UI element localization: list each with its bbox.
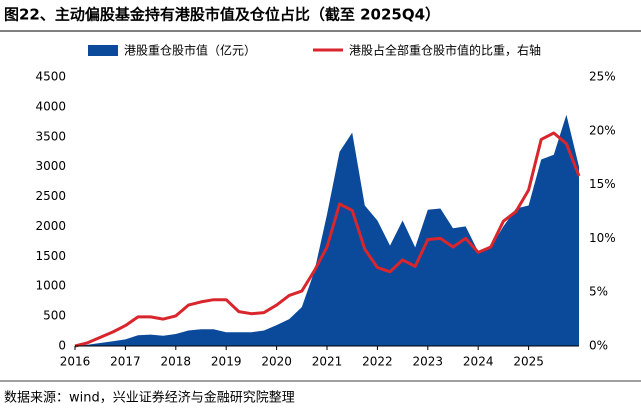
x-tick-label: 2017	[110, 355, 141, 369]
y2-tick-label: 5%	[589, 285, 608, 299]
y-tick-label: 3500	[35, 129, 66, 143]
y-tick-label: 500	[43, 309, 66, 323]
area	[75, 114, 579, 346]
y2-tick-label: 10%	[589, 231, 616, 245]
y2-tick-label: 20%	[589, 123, 616, 137]
legend-label: 港股重仓股市值（亿元）	[124, 43, 256, 58]
y2-tick-label: 0%	[589, 339, 608, 353]
x-tick-label: 2018	[161, 355, 192, 369]
x-tick-label: 2025	[513, 355, 544, 369]
x-tick-label: 2020	[261, 355, 292, 369]
y-tick-label: 1500	[35, 249, 66, 263]
y2-tick-label: 25%	[589, 70, 616, 84]
y-tick-label: 2000	[35, 219, 66, 233]
y-tick-label: 2500	[35, 189, 66, 203]
line	[74, 131, 581, 348]
y-tick-label: 1000	[35, 279, 66, 293]
y2-tick-label: 15%	[589, 177, 616, 191]
legend-label: 港股占全部重仓股市值的比重，右轴	[349, 43, 541, 58]
x-tick-label: 2022	[362, 355, 393, 369]
source-note: 数据来源：wind，兴业证券经济与金融研究院整理	[4, 390, 295, 406]
legend-swatch	[88, 45, 118, 56]
y-tick-label: 0	[58, 339, 66, 353]
y-tick-label: 4000	[35, 99, 66, 113]
y-tick-label: 3000	[35, 159, 66, 173]
x-tick-label: 2021	[312, 355, 343, 369]
chart-title: 图22、主动偏股基金持有港股市值及仓位占比（截至 2025Q4）	[4, 6, 440, 24]
x-tick-label: 2019	[211, 355, 242, 369]
x-tick-label: 2024	[463, 355, 494, 369]
x-tick-label: 2016	[60, 355, 91, 369]
x-tick-label: 2023	[413, 355, 444, 369]
y-tick-label: 4500	[35, 70, 66, 84]
